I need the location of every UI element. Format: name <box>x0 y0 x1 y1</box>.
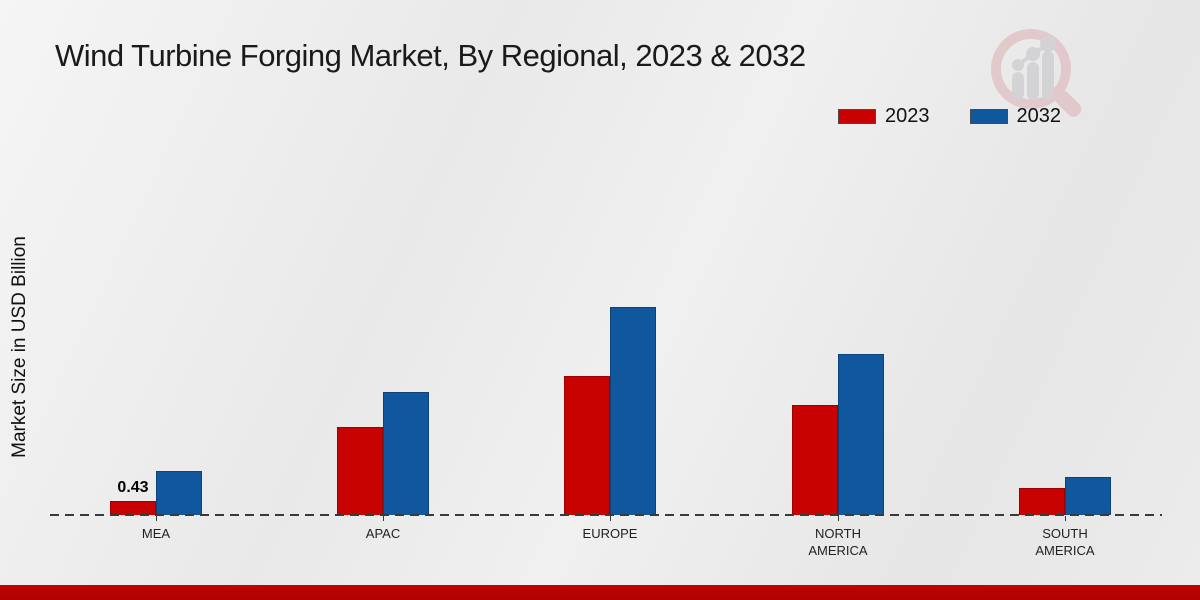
chart-title: Wind Turbine Forging Market, By Regional… <box>55 38 806 73</box>
x-axis-tick <box>838 516 839 521</box>
x-axis-baseline <box>50 514 1162 516</box>
category-label-apac: APAC <box>365 526 401 541</box>
y-axis-label: Market Size in USD Billion <box>9 236 30 458</box>
legend-item-2023[interactable]: 2023 <box>838 105 930 128</box>
legend: 2023 2032 <box>838 105 1061 128</box>
legend-item-2032[interactable]: 2032 <box>969 105 1062 128</box>
bar-value-label: 0.43 <box>117 479 149 496</box>
bar-europe-2023[interactable] <box>564 376 610 515</box>
category-label-mea: MEA <box>141 526 171 541</box>
legend-swatch-2032 <box>969 109 1008 124</box>
bar-apac-2023[interactable] <box>337 427 383 515</box>
bar-mea-2023[interactable] <box>110 501 156 515</box>
x-axis-tick <box>383 516 384 521</box>
bar-south-america-2023[interactable] <box>1019 488 1065 515</box>
magnifier-chart-watermark-icon <box>991 29 1082 117</box>
legend-label-2023: 2023 <box>885 105 930 127</box>
bar-north-america-2023[interactable] <box>792 405 838 515</box>
bar-south-america-2032[interactable] <box>1065 477 1111 515</box>
bar-apac-2032[interactable] <box>383 392 429 515</box>
bar-europe-2032[interactable] <box>610 307 656 515</box>
category-label-south-america: SOUTH AMERICA <box>1035 526 1095 558</box>
footer-accent-bar <box>0 585 1200 600</box>
category-label-north-america: NORTH AMERICA <box>808 526 868 558</box>
x-axis-tick <box>156 516 157 521</box>
legend-label-2032: 2032 <box>1016 105 1062 127</box>
x-axis-tick <box>1065 516 1066 521</box>
category-label-europe: EUROPE <box>582 526 638 541</box>
x-axis-tick <box>610 516 611 521</box>
legend-swatch-2023 <box>838 109 876 124</box>
bar-north-america-2032[interactable] <box>838 354 884 515</box>
bar-mea-2032[interactable] <box>156 471 202 515</box>
